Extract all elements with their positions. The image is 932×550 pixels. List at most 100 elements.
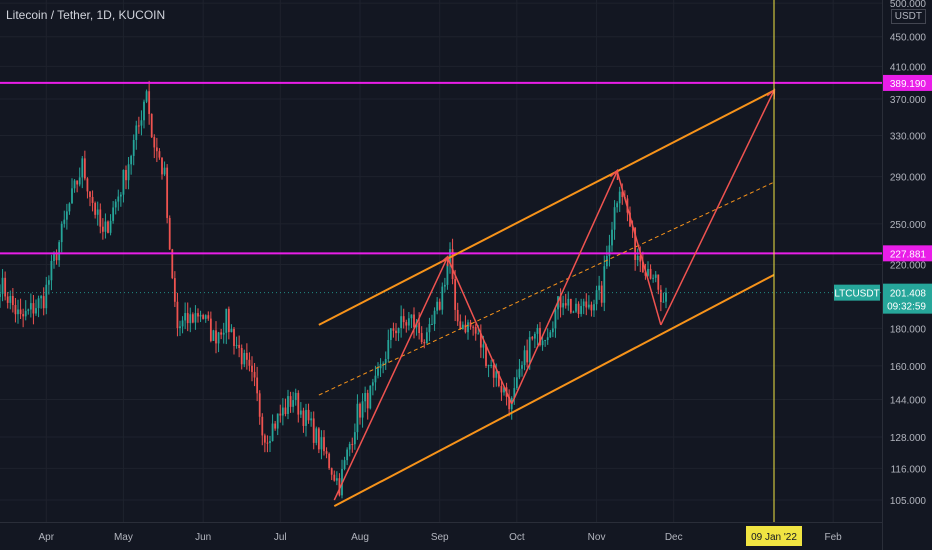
candle-up — [595, 285, 598, 311]
date-marker-badge-label: 09 Jan '22 — [751, 532, 797, 543]
candle-body — [22, 314, 25, 317]
candle-up — [63, 210, 66, 228]
candle-body — [245, 352, 248, 360]
candle-up — [269, 435, 271, 452]
time-tick-label: Nov — [588, 532, 606, 543]
candle-body — [456, 309, 459, 322]
candle-body — [420, 333, 423, 342]
candle-down — [312, 411, 315, 450]
candle-body — [500, 386, 503, 393]
candle-down — [402, 308, 405, 329]
candle-down — [233, 326, 235, 355]
candle-body — [479, 333, 482, 348]
candle-down — [328, 452, 331, 470]
candle-body — [197, 313, 199, 317]
candle-body — [528, 337, 531, 363]
candle-down — [191, 312, 194, 324]
candle-down — [215, 321, 217, 354]
candle-down — [258, 390, 261, 425]
level-badge-bg — [883, 74, 932, 91]
candle-body — [541, 340, 544, 346]
candle-up — [510, 396, 513, 420]
candle-down — [11, 288, 14, 313]
candle-up — [194, 305, 197, 330]
candle-down — [307, 403, 310, 424]
candle-down — [32, 294, 35, 325]
candle-body — [431, 323, 433, 325]
candle-body — [366, 393, 369, 409]
candle-body — [446, 263, 449, 285]
price-tick-label: 128.000 — [890, 433, 927, 444]
candle-up — [50, 254, 53, 291]
candle-up — [204, 314, 207, 323]
candle-up — [130, 154, 133, 175]
candle-body — [140, 120, 143, 126]
candle-body — [271, 423, 274, 442]
candle-up — [145, 89, 148, 104]
candle-body — [595, 290, 598, 305]
candle-up — [551, 321, 554, 338]
candle-up — [518, 359, 521, 380]
candle-down — [456, 302, 459, 326]
candle-down — [86, 177, 89, 199]
candle-body — [11, 295, 14, 305]
candle-up — [47, 275, 50, 295]
candle-body — [266, 442, 269, 444]
candle-down — [238, 335, 241, 358]
candle-up — [348, 441, 351, 457]
candle-body — [176, 301, 179, 329]
candle-up — [310, 411, 313, 427]
candle-body — [477, 333, 480, 335]
candle-down — [438, 298, 441, 311]
candle-up — [513, 377, 516, 405]
candle-body — [222, 332, 225, 335]
candle-body — [130, 155, 133, 165]
candle-down — [569, 298, 572, 314]
candle-body — [94, 202, 97, 215]
candle-up — [611, 221, 613, 252]
candle-down — [209, 311, 212, 343]
candle-body — [618, 191, 621, 204]
candle-body — [233, 328, 235, 346]
candle-down — [173, 271, 176, 308]
candle-up — [35, 299, 37, 316]
candle-body — [346, 449, 349, 461]
candle-down — [531, 335, 534, 341]
price-tick-label: 500.000 — [890, 0, 927, 10]
price-tick-label: 410.000 — [890, 62, 927, 73]
candle-body — [348, 444, 351, 450]
channel-upper-line — [318, 89, 775, 326]
candle-body — [564, 303, 567, 306]
candle-body — [539, 327, 541, 346]
candle-up — [27, 308, 30, 315]
symbol-price-tag: LTCUSDT — [834, 284, 880, 301]
candle-body — [281, 407, 284, 416]
candle-body — [305, 409, 307, 426]
candle-body — [531, 337, 534, 339]
candle-body — [487, 365, 490, 367]
candle-up — [400, 305, 403, 338]
candle-body — [261, 416, 264, 436]
candle-body — [125, 169, 127, 181]
candle-body — [647, 268, 649, 276]
candle-down — [166, 164, 169, 224]
candle-body — [99, 209, 102, 227]
time-tick-label: Dec — [665, 532, 683, 543]
candle-down — [125, 165, 127, 190]
currency-badge[interactable]: USDT — [890, 9, 926, 24]
candle-body — [418, 322, 421, 334]
candle-up — [222, 322, 225, 344]
candle-down — [207, 311, 210, 321]
price-tick-label: 370.000 — [890, 95, 927, 106]
time-tick-label: Aug — [351, 532, 369, 543]
candle-body — [40, 296, 43, 299]
candle-body — [513, 388, 516, 398]
candle-up — [616, 201, 619, 213]
candle-up — [605, 245, 608, 269]
candle-down — [577, 301, 580, 319]
candle-body — [207, 315, 210, 319]
candle-up — [549, 329, 552, 339]
candle-body — [652, 277, 655, 279]
price-tick-label: 116.000 — [891, 464, 927, 475]
